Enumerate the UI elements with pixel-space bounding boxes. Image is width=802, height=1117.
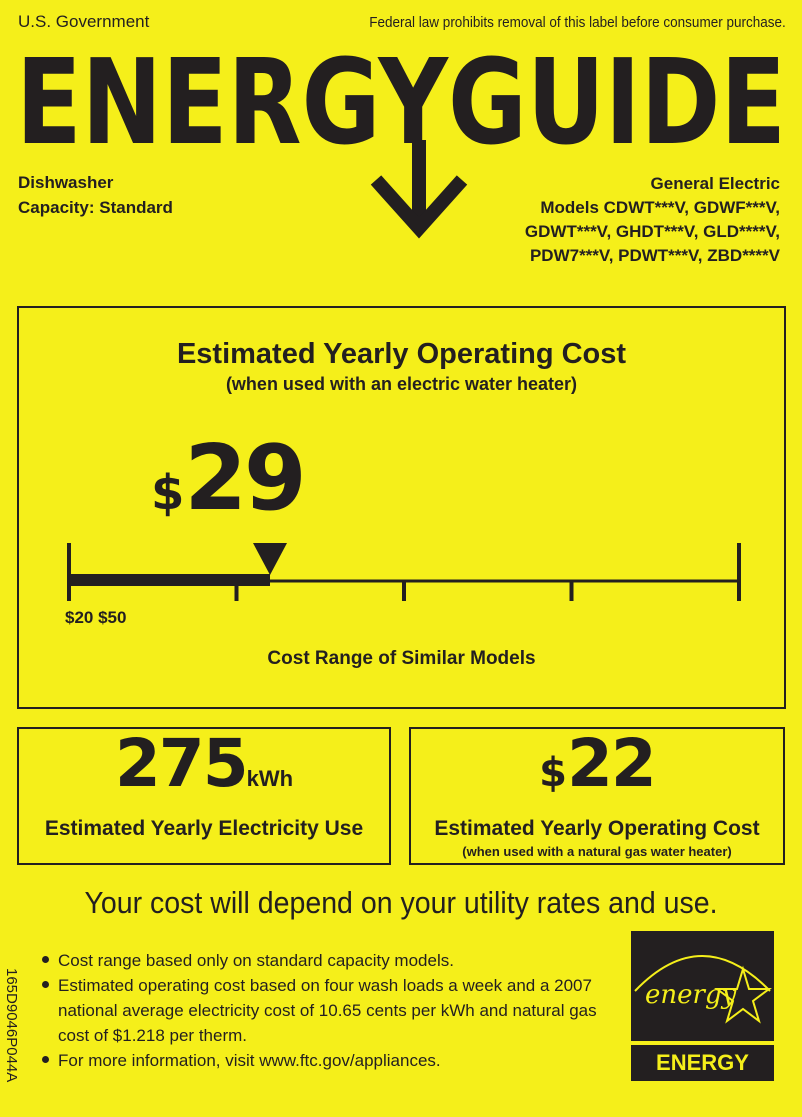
main-cost-subtitle: (when used with an electric water heater… xyxy=(225,374,578,394)
cost-range-scale xyxy=(67,543,741,601)
models-line: PDW7***V, PDWT***V, ZBD****V xyxy=(529,246,780,265)
gas-cost-panel: $22 Estimated Yearly Operating Cost (whe… xyxy=(409,725,785,865)
logo-text: ENERGYGUIDE xyxy=(16,40,786,171)
currency-symbol: $ xyxy=(539,750,567,796)
electricity-label: Estimated Yearly Electricity Use xyxy=(44,817,364,840)
note-item: Estimated operating cost based on four w… xyxy=(38,973,608,1048)
notes-list: Cost range based only on standard capaci… xyxy=(38,948,608,1073)
range-label: $20 $50 xyxy=(65,608,127,627)
note-item: For more information, visit www.ftc.gov/… xyxy=(38,1048,608,1073)
removal-notice: Federal law prohibits removal of this la… xyxy=(369,14,786,31)
currency-symbol: $ xyxy=(151,465,185,521)
models-line: Models CDWT***V, GDWF***V, xyxy=(540,198,780,217)
main-cost-value: 29 xyxy=(184,426,306,531)
scale-tick xyxy=(234,581,239,601)
kwh-unit: kWh xyxy=(246,766,294,791)
down-arrow-icon xyxy=(370,140,468,239)
energyguide-logo: ENERGYGUIDE xyxy=(16,40,786,239)
government-label: U.S. Government xyxy=(18,12,150,31)
models-line: GDWT***V, GHDT***V, GLD****V, xyxy=(524,222,780,241)
cost-pointer xyxy=(253,543,287,575)
appliance-type: Dishwasher xyxy=(18,173,114,192)
label-code: 165D9046P044A xyxy=(3,968,20,1083)
gas-cost-value: 22 xyxy=(566,725,657,802)
disclaimer: Your cost will depend on your utility ra… xyxy=(84,885,718,920)
gas-cost-sublabel: (when used with a natural gas water heat… xyxy=(462,844,732,859)
manufacturer-name: General Electric xyxy=(650,174,780,193)
energy-star-icon: energy xyxy=(631,931,774,1041)
scale-end-right xyxy=(737,543,741,601)
scale-fill xyxy=(69,574,270,586)
scale-tick xyxy=(402,581,406,601)
electricity-use-panel: 275kWh Estimated Yearly Electricity Use xyxy=(17,725,391,865)
scale-tick xyxy=(569,581,574,601)
scale-end-left xyxy=(67,543,71,601)
svg-text:energy: energy xyxy=(645,980,737,1010)
capacity: Capacity: Standard xyxy=(18,198,173,217)
gas-cost-label: Estimated Yearly Operating Cost xyxy=(434,817,760,840)
note-item: Cost range based only on standard capaci… xyxy=(38,948,608,973)
main-cost-panel: Estimated Yearly Operating Cost (when us… xyxy=(17,306,786,709)
main-cost-title: Estimated Yearly Operating Cost xyxy=(176,338,627,370)
range-caption: Cost Range of Similar Models xyxy=(267,648,536,669)
kwh-value: 275 xyxy=(114,725,249,802)
energy-star-logo: energy ENERGY STAR xyxy=(631,931,774,1111)
energy-star-text: ENERGY STAR xyxy=(631,1045,774,1111)
